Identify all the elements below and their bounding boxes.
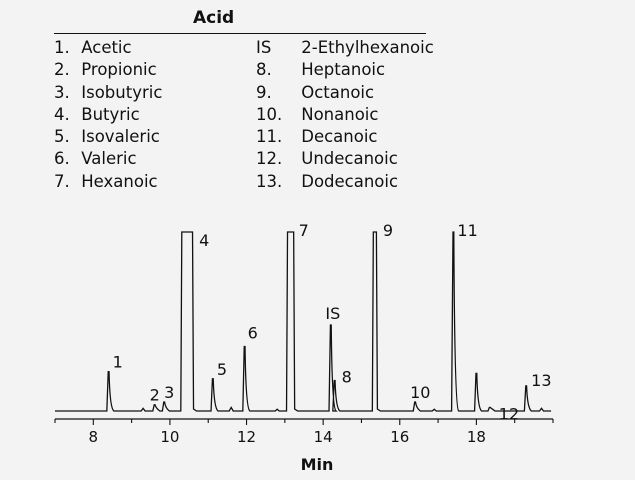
x-tick-label: 8 <box>89 428 99 446</box>
legend-item: 8. Heptanoic <box>256 59 434 81</box>
legend-item-id: 3. <box>54 82 70 102</box>
legend-item-id: 4. <box>54 104 70 124</box>
peak-label: 2 <box>150 386 160 405</box>
x-tick-label: 12 <box>237 428 256 446</box>
legend-item-id: 6. <box>54 149 70 169</box>
legend-item: 7. Hexanoic <box>54 171 162 193</box>
legend-item-name: 2-Ethylhexanoic <box>296 38 434 57</box>
legend-item-name: Undecanoic <box>296 149 398 169</box>
legend-divider <box>54 33 426 34</box>
legend-item-name: Heptanoic <box>296 60 386 80</box>
legend-item: 3. Isobutyric <box>54 82 162 104</box>
peak-label: 4 <box>199 231 209 250</box>
legend-item-id: 10. <box>256 104 283 124</box>
legend-item-name: Decanoic <box>296 127 378 147</box>
legend-item-id: 7. <box>54 171 70 191</box>
legend-column-right: IS 2-Ethylhexanoic 8. Heptanoic 9. Octanoi… <box>256 37 434 193</box>
legend-item: 13. Dodecanoic <box>256 171 434 193</box>
legend-item-id: 8. <box>256 60 272 80</box>
peak-label: 3 <box>164 383 174 402</box>
x-tick-label: 14 <box>314 428 333 446</box>
chromatogram-trace <box>55 231 552 412</box>
legend-item-name: Isovaleric <box>76 127 160 147</box>
legend-item-id: 9. <box>256 82 272 102</box>
legend-item-id: 11. <box>256 127 283 147</box>
legend-item: IS 2-Ethylhexanoic <box>256 37 434 59</box>
peak-label: 13 <box>531 371 551 390</box>
peak-label: 11 <box>457 221 477 240</box>
peak-label: 5 <box>217 360 227 379</box>
legend-item: 4. Butyric <box>54 104 162 126</box>
legend-item-name: Valeric <box>76 149 137 169</box>
x-tick-label: 18 <box>467 428 486 446</box>
legend-item-id: 5. <box>54 127 70 147</box>
legend-item: 6. Valeric <box>54 148 162 170</box>
legend-item-id: IS <box>256 38 272 57</box>
legend-column-left: 1. Acetic 2. Propionic 3. Isobutyric 4. But… <box>54 37 162 193</box>
legend-item-name: Propionic <box>76 60 157 80</box>
x-axis: 8 10 12 14 16 18 <box>54 418 554 446</box>
peak-label: 10 <box>410 383 430 402</box>
peak-label: IS <box>325 304 340 323</box>
legend-item-name: Octanoic <box>296 82 375 102</box>
peak-label: 8 <box>342 368 352 387</box>
legend-item-id: 13. <box>256 171 283 191</box>
legend-item: 1. Acetic <box>54 37 162 59</box>
legend-item: 10. Nonanoic <box>256 104 434 126</box>
peak-label: 12 <box>499 404 519 423</box>
legend-item: 2. Propionic <box>54 59 162 81</box>
legend-item-name: Acetic <box>76 38 132 57</box>
x-tick-label: 10 <box>160 428 179 446</box>
legend-item-id: 1. <box>54 38 70 57</box>
legend-item-name: Butyric <box>76 104 140 124</box>
peak-label: 9 <box>383 221 393 240</box>
legend-item: 9. Octanoic <box>256 82 434 104</box>
legend-item: 5. Isovaleric <box>54 126 162 148</box>
legend-title: Acid <box>193 8 235 28</box>
peak-label: 7 <box>299 221 309 240</box>
legend-item-id: 12. <box>256 149 283 169</box>
legend-item: 11. Decanoic <box>256 126 434 148</box>
peak-label: 6 <box>248 324 258 343</box>
legend-item-name: Nonanoic <box>296 104 379 124</box>
legend-item-id: 2. <box>54 60 70 80</box>
legend-item-name: Dodecanoic <box>296 171 399 191</box>
legend-item-name: Hexanoic <box>76 171 158 191</box>
legend-item: 12. Undecanoic <box>256 148 434 170</box>
x-tick-label: 16 <box>390 428 409 446</box>
legend-item-name: Isobutyric <box>76 82 163 102</box>
x-axis-title: Min <box>301 455 334 474</box>
peak-label: 1 <box>113 353 123 372</box>
